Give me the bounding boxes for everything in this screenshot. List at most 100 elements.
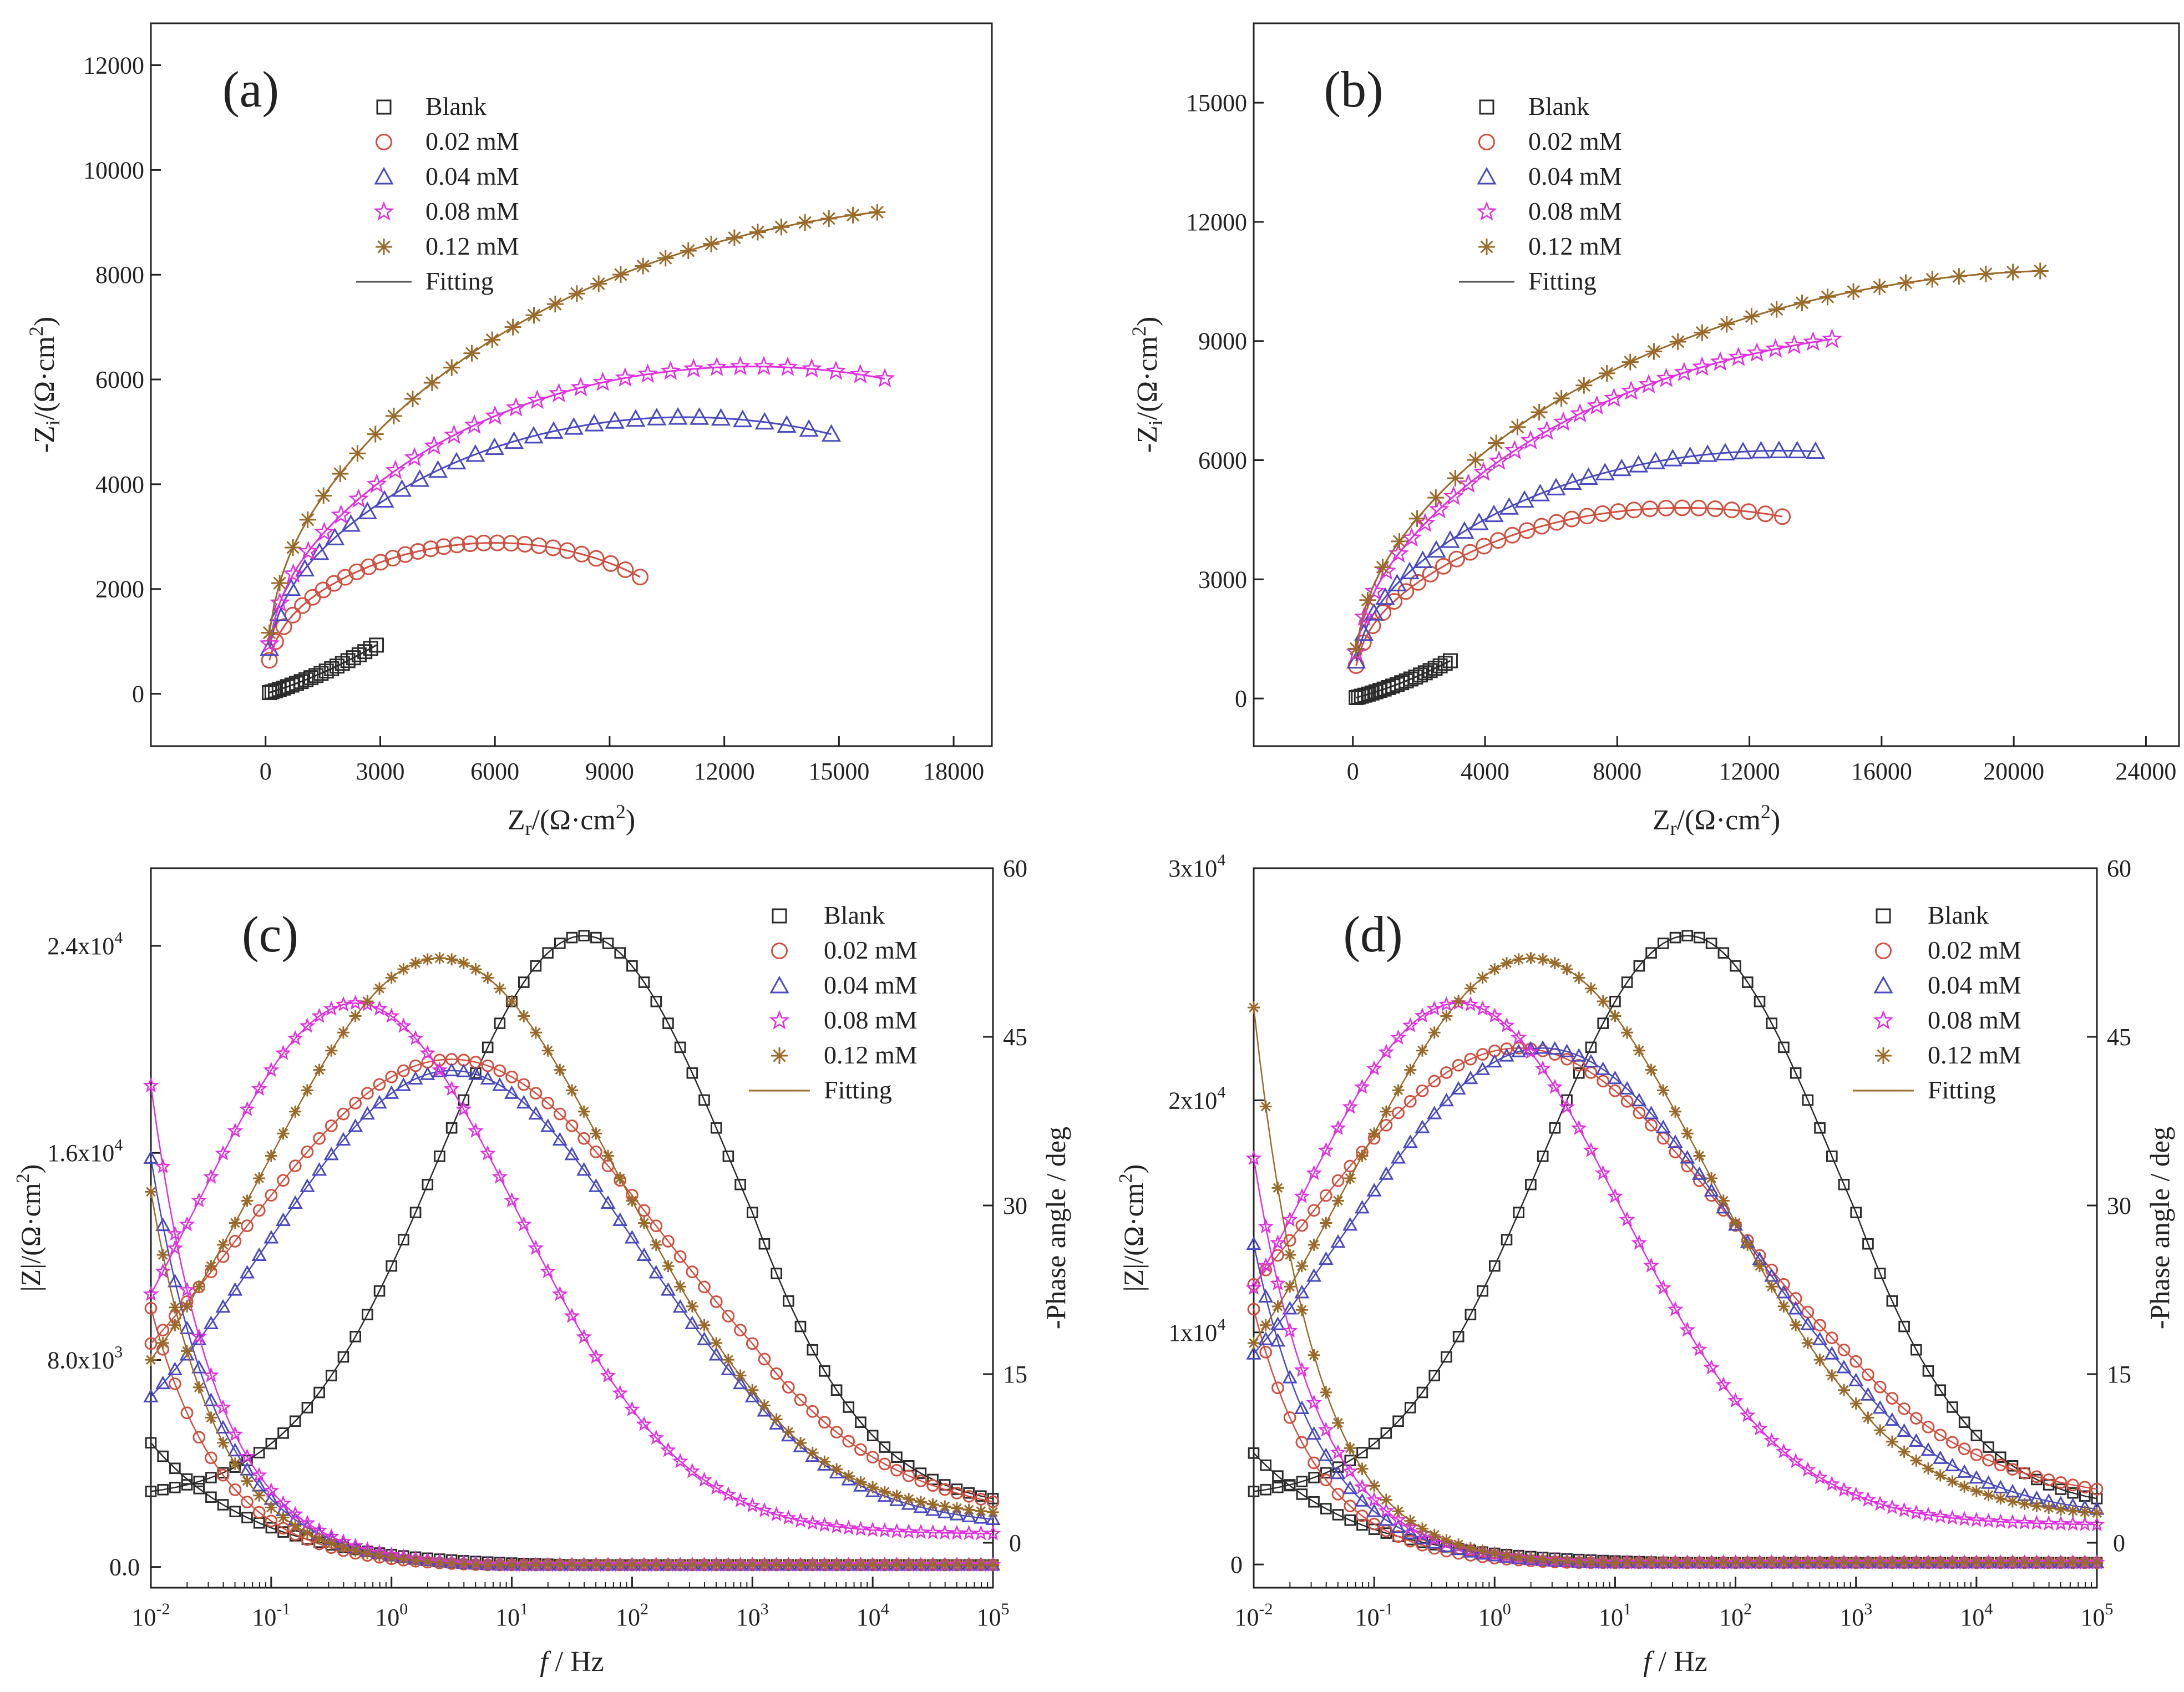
marker-circle <box>216 1468 230 1482</box>
marker-square <box>434 1150 445 1162</box>
marker-asterisk <box>1982 1489 1995 1502</box>
x-tick-label: 20000 <box>1983 758 2044 785</box>
legend-label: 0.12 mM <box>425 232 519 260</box>
asterisk-stroke <box>1694 1151 1705 1161</box>
asterisk-stroke <box>1466 984 1476 994</box>
marker-star <box>804 1514 821 1530</box>
series-0_12mM <box>145 952 999 1571</box>
marker-asterisk <box>376 239 392 255</box>
marker-circle <box>1403 1534 1417 1548</box>
asterisk-stroke <box>1249 1002 1259 1012</box>
marker-asterisk <box>962 1503 975 1516</box>
asterisk-stroke <box>2068 1506 2078 1516</box>
marker-star <box>1364 580 1385 600</box>
asterisk-stroke <box>1441 1535 1452 1546</box>
marker-triangle <box>769 975 789 994</box>
marker-star <box>314 521 335 541</box>
marker-asterisk <box>1271 1300 1284 1313</box>
marker-square <box>1886 1295 1898 1307</box>
marker-asterisk <box>1694 324 1711 341</box>
marker-triangle <box>744 1389 760 1402</box>
marker-asterisk <box>367 425 384 443</box>
asterisk-stroke <box>988 1507 998 1517</box>
asterisk-stroke <box>1839 1385 1849 1395</box>
marker-circle <box>277 1174 290 1187</box>
marker-asterisk <box>1512 953 1525 966</box>
asterisk-stroke <box>326 1538 337 1548</box>
marker-star <box>1631 1234 1648 1250</box>
marker-asterisk <box>1476 1544 1489 1557</box>
marker-square <box>193 1483 205 1495</box>
marker-triangle <box>1812 1331 1828 1345</box>
asterisk-stroke <box>879 1560 890 1570</box>
marker-circle <box>1674 499 1691 516</box>
marker-star <box>1920 1506 1937 1522</box>
asterisk-stroke <box>1502 958 1512 968</box>
marker-square <box>1934 1384 1947 1396</box>
marker-square <box>445 1122 458 1134</box>
asterisk-stroke <box>2056 1557 2066 1568</box>
asterisk-stroke <box>1995 1557 2006 1568</box>
marker-asterisk <box>1669 333 1686 351</box>
marker-square <box>1717 947 1730 959</box>
marker-circle <box>842 1435 855 1448</box>
marker-triangle <box>516 1095 531 1109</box>
marker-asterisk <box>457 1558 470 1571</box>
marker-square <box>819 1365 830 1377</box>
marker-star <box>777 356 798 376</box>
marker-square <box>1332 1509 1344 1521</box>
x-tick-label: 104 <box>857 1600 889 1631</box>
y-right-axis-label: -Phase angle / deg <box>2144 1127 2175 1329</box>
marker-asterisk <box>1597 1556 1609 1569</box>
marker-circle <box>1706 500 1724 518</box>
asterisk-stroke <box>350 1011 361 1021</box>
marker-square <box>205 1472 217 1483</box>
marker-triangle <box>1306 1268 1322 1282</box>
marker-triangle <box>925 1502 941 1516</box>
marker-triangle <box>636 1247 652 1262</box>
asterisk-stroke <box>182 1346 192 1356</box>
asterisk-stroke <box>1376 560 1390 574</box>
marker-asterisk <box>842 1558 855 1571</box>
marker-circle <box>1319 1473 1332 1487</box>
marker-square <box>241 1512 253 1523</box>
marker-circle <box>770 1367 783 1380</box>
marker-triangle <box>1776 1284 1791 1299</box>
marker-triangle <box>1354 1493 1370 1507</box>
marker-asterisk <box>1813 1354 1826 1366</box>
marker-triangle <box>552 1132 567 1146</box>
marker-triangle <box>1270 1316 1285 1330</box>
asterisk-stroke <box>422 1557 433 1567</box>
marker-star <box>444 424 464 444</box>
marker-asterisk <box>253 1172 266 1184</box>
marker-square <box>289 1415 301 1427</box>
marker-square <box>386 1260 398 1272</box>
asterisk-stroke <box>771 1414 782 1425</box>
marker-square <box>1364 685 1380 701</box>
marker-circle <box>1609 1084 1621 1097</box>
marker-square <box>288 676 304 691</box>
asterisk-stroke <box>1393 1085 1403 1096</box>
marker-asterisk <box>349 1544 362 1557</box>
asterisk-stroke <box>567 1560 577 1570</box>
marker-asterisk <box>1478 239 1495 255</box>
marker-square <box>783 1295 794 1307</box>
marker-star <box>1330 1444 1346 1460</box>
asterisk-stroke <box>1285 1250 1295 1260</box>
marker-triangle <box>1629 455 1649 473</box>
marker-circle <box>854 1443 867 1456</box>
marker-asterisk <box>299 511 316 528</box>
marker-triangle <box>1455 521 1474 539</box>
marker-circle <box>1548 514 1565 531</box>
asterisk-stroke <box>1899 1447 1909 1457</box>
phase-fit-line <box>150 1070 994 1520</box>
marker-asterisk <box>554 1063 566 1076</box>
marker-circle <box>1416 1538 1429 1552</box>
marker-square <box>1947 1401 1958 1413</box>
marker-square <box>1826 1150 1838 1162</box>
marker-circle <box>1620 1095 1634 1108</box>
marker-star <box>874 368 895 388</box>
marker-asterisk <box>493 1558 506 1571</box>
marker-asterisk <box>1531 404 1548 421</box>
marker-asterisk <box>1284 1248 1296 1261</box>
